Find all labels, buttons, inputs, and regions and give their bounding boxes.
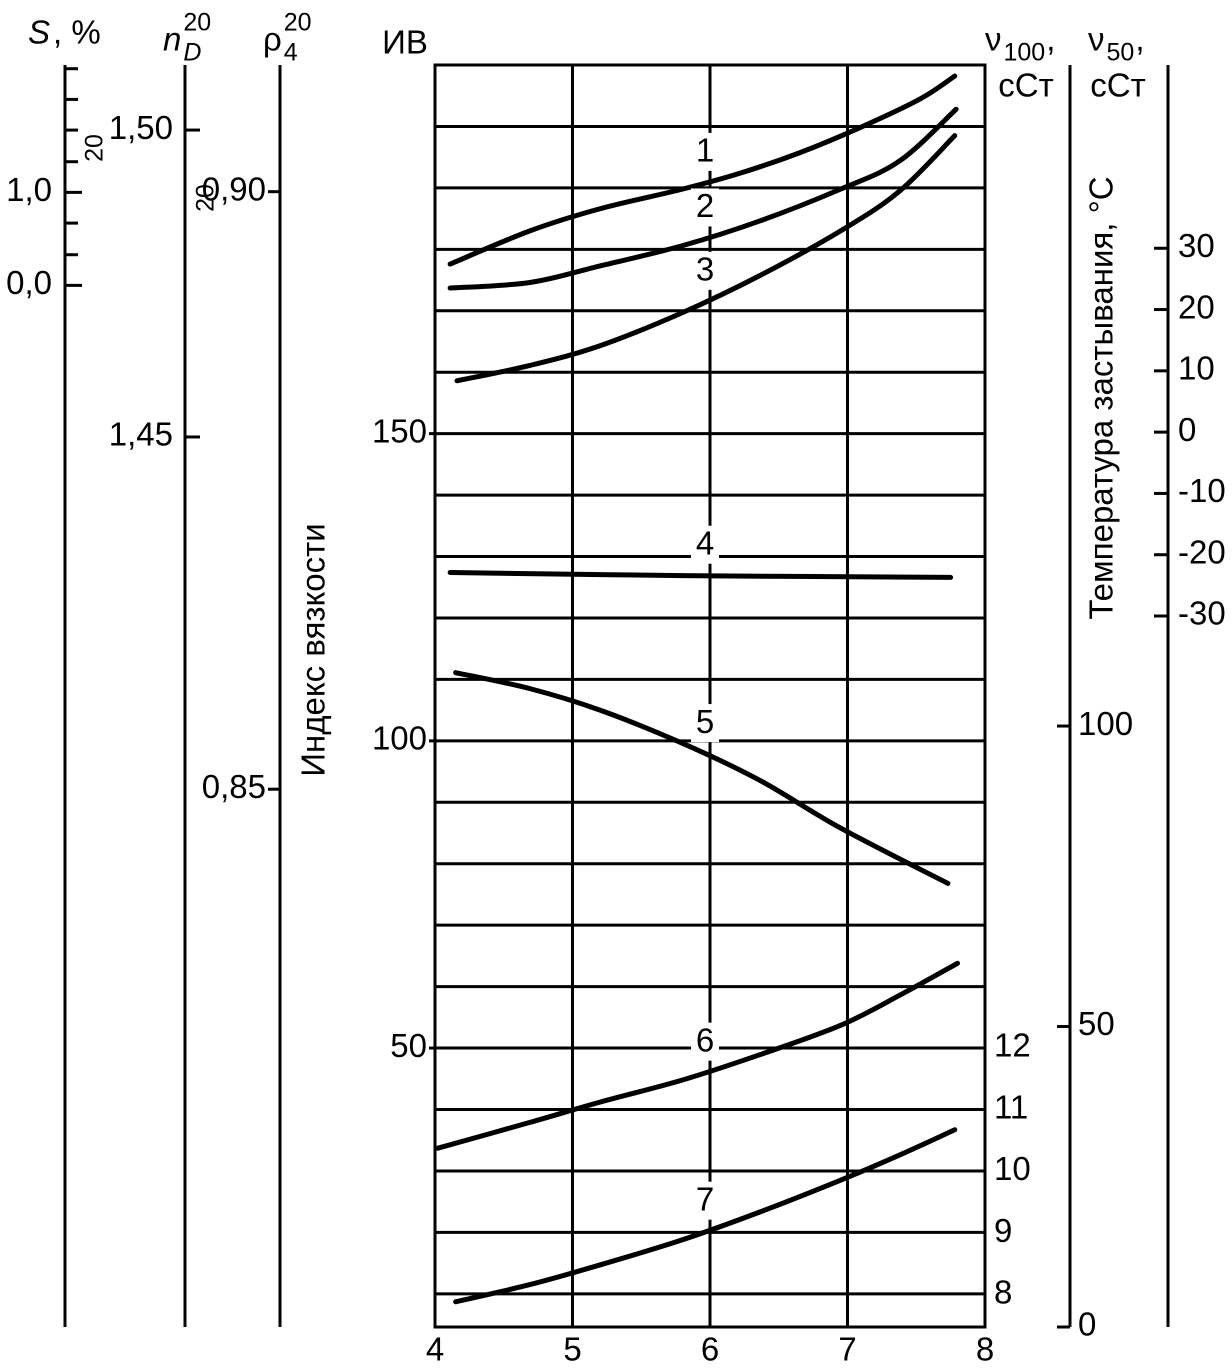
curve	[453, 670, 951, 886]
curve-label: 6	[696, 1021, 714, 1058]
curve-label: 1	[696, 132, 714, 169]
axis-tick-label: 12	[994, 1027, 1031, 1064]
axis-tick-label: 30	[1178, 227, 1215, 264]
axis-tick-label: 100	[1078, 705, 1133, 742]
curve	[453, 1127, 958, 1305]
curve-label-bg	[691, 132, 719, 171]
x-tick-label: 6	[701, 1331, 719, 1368]
axis-tick-label: 1,45	[109, 416, 173, 453]
axis-tick-label: 0,90	[202, 170, 266, 207]
axis-note: 20	[81, 134, 109, 162]
axis-tick-label: 10	[994, 1150, 1031, 1187]
axis-tick-label: 50	[1078, 1005, 1115, 1042]
axis-title: ν	[1088, 21, 1105, 58]
axis-title-tail: ,	[1135, 21, 1144, 58]
axis-tick-label: -20	[1178, 533, 1226, 570]
axis-title-sup: 20	[183, 9, 211, 37]
curve-label-bg	[691, 704, 719, 743]
y-title: ИВ	[382, 24, 428, 61]
axis-title-sub: D	[183, 39, 201, 67]
curve	[447, 570, 954, 580]
x-tick-label: 8	[976, 1331, 994, 1368]
axis-unit: сСт	[998, 67, 1053, 104]
y-tick-label: 150	[372, 412, 427, 449]
axis-title-sub: 50	[1107, 39, 1135, 67]
axis-tick-label: 20	[1178, 288, 1215, 325]
axis-title: S	[28, 14, 50, 51]
axis-tick-label: 1,0	[6, 171, 52, 208]
curve-label-bg	[691, 1022, 719, 1061]
y-axis-label: Индекс вязкости	[295, 523, 332, 776]
axis-note: 20	[192, 184, 220, 212]
axis-unit: сСт	[1090, 67, 1145, 104]
axis-tick-label: -30	[1178, 595, 1226, 632]
axis-title: ν	[985, 21, 1002, 58]
x-tick-label: 4	[426, 1331, 444, 1368]
axis-tick-label: 0,0	[6, 264, 52, 301]
x-tick-label: 7	[838, 1331, 856, 1368]
x-tick-label: 5	[563, 1331, 581, 1368]
curve-label: 3	[696, 251, 714, 288]
curve	[435, 960, 960, 1151]
curve-label-bg	[691, 1181, 719, 1220]
axis-title-sub: 100	[1004, 39, 1046, 67]
axis-tick-label: 0	[1078, 1306, 1096, 1343]
axis-title: ρ	[263, 21, 282, 58]
axis-tick-label: 10	[1178, 350, 1215, 387]
curve	[447, 106, 959, 291]
axis-title: n	[163, 21, 181, 58]
axis-tick-label: 0,85	[202, 768, 266, 805]
curve-label: 2	[696, 187, 714, 224]
axis-tick-label: 1,50	[109, 109, 173, 146]
axis-title-sub: 4	[284, 39, 298, 67]
axis-tick-label: 9	[994, 1212, 1012, 1249]
curve	[447, 73, 958, 267]
axis-tick-label: 0	[1178, 411, 1196, 448]
curve-label: 5	[696, 703, 714, 740]
axis-title-tail: , %	[53, 14, 101, 51]
plot-frame	[433, 63, 987, 1329]
axis-title: Температура застывания, °С	[1083, 176, 1120, 619]
curve-label: 7	[696, 1180, 714, 1217]
axis-title-sup: 20	[284, 9, 312, 37]
axis-tick-label: -10	[1178, 472, 1226, 509]
curve-label-bg	[691, 251, 719, 290]
curve-label-bg	[691, 188, 719, 227]
curve	[454, 133, 958, 384]
axis-tick-label: 8	[994, 1274, 1012, 1311]
curve-label: 4	[696, 524, 714, 561]
axis-title-tail: ,	[1046, 21, 1055, 58]
curve-label-bg	[691, 525, 719, 564]
y-tick-label: 50	[390, 1027, 427, 1064]
axis-tick-label: 11	[994, 1088, 1028, 1125]
y-tick-label: 100	[372, 720, 427, 757]
